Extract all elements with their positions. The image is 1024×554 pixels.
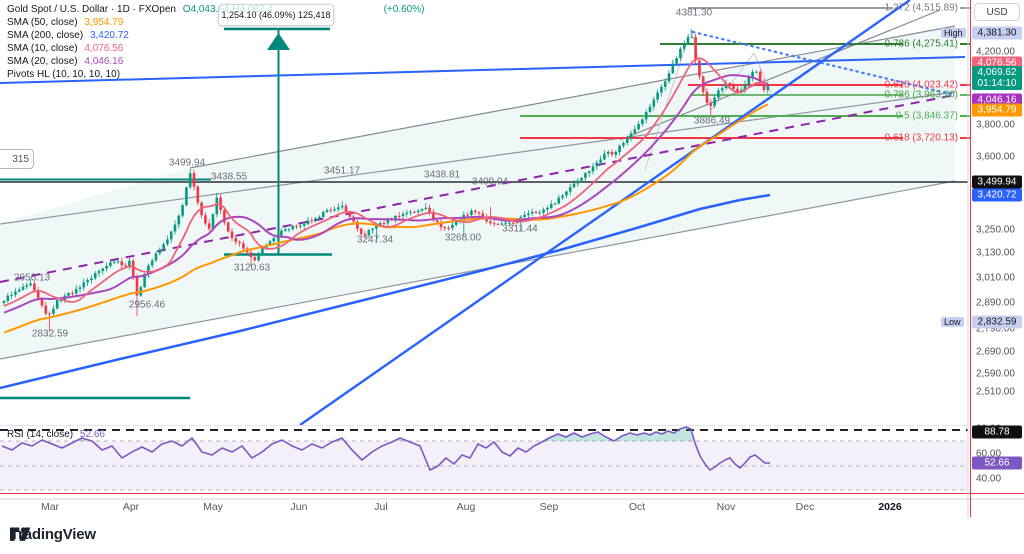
pivot-price-label: 3499.94 xyxy=(168,157,206,169)
time-axis-label-sep: Sep xyxy=(539,501,559,513)
axis-side-label: Low xyxy=(941,317,964,327)
price-axis-badge: 88.78 xyxy=(972,425,1022,439)
price-axis-tick: 2,590.00 xyxy=(976,368,1015,380)
pivot-price-label: 2956.46 xyxy=(128,299,166,311)
pivot-price-label: 3268.00 xyxy=(444,232,482,244)
sma10-value: 4,076.56 xyxy=(84,43,124,54)
time-axis-label-oct: Oct xyxy=(628,501,646,513)
pivot-price-label: 4381.30 xyxy=(675,7,713,19)
price-axis-badge: 3,954.79 xyxy=(972,103,1022,117)
time-axis-label-apr: Apr xyxy=(122,501,140,513)
sma200-value: 3,420.72 xyxy=(89,30,129,41)
sma200-label: SMA (200, close) xyxy=(7,30,84,41)
sma20-value: 4,046.16 xyxy=(84,56,124,67)
time-axis-label-may: May xyxy=(203,501,223,513)
price-axis-tick: 3,010.00 xyxy=(976,272,1015,284)
rsi-axis-tick: 60.00 xyxy=(976,448,1002,460)
measure-text: 1,254.10 (46.09%) 125,418 xyxy=(221,10,331,20)
legend-sma50-row[interactable]: SMA (50, close) 3,954.79 xyxy=(7,16,424,29)
left-edge-price-text: 315 xyxy=(12,153,29,165)
price-axis-badge: 4,381.30 xyxy=(972,26,1022,40)
fib-level-label: 0.618 (3,720.13) xyxy=(884,132,958,144)
time-axis-label-dec: Dec xyxy=(795,501,815,513)
fib-level-label: 0.786 (4,275.41) xyxy=(884,38,958,50)
price-axis-badge: 4,069.62 01:14:10 xyxy=(972,66,1022,90)
rsi-value: 52.66 xyxy=(79,429,105,440)
price-axis-badge: 52.66 xyxy=(972,456,1022,470)
rsi-axis-tick: 40.00 xyxy=(976,473,1002,485)
legend-sma20-row[interactable]: SMA (20, close) 4,046.16 xyxy=(7,55,424,68)
fib-level-label: 0.786 (3,963.20) xyxy=(884,89,958,101)
price-axis-tick: 4,200.00 xyxy=(976,46,1015,58)
pivot-price-label: 3247.34 xyxy=(356,234,394,246)
fib-level-label: 1.272 (4,515.89) xyxy=(884,2,958,14)
time-axis-label-mar: Mar xyxy=(40,501,60,513)
price-axis-tick: 3,130.00 xyxy=(976,247,1015,259)
currency-selector[interactable]: USD xyxy=(974,3,1020,21)
price-axis-badge: 3,420.72 xyxy=(972,188,1022,202)
tradingview-logo[interactable]: TradingView xyxy=(10,526,96,543)
pivot-price-label: 3311.44 xyxy=(502,223,538,235)
sma10-label: SMA (10, close) xyxy=(7,43,78,54)
price-axis-tick: 2,890.00 xyxy=(976,297,1015,309)
time-axis-label-jul: Jul xyxy=(374,501,388,513)
time-axis-label-aug: Aug xyxy=(456,501,476,513)
rsi-legend-row[interactable]: RSI (14, close) 52.66 xyxy=(7,429,105,440)
axis-side-label: High xyxy=(941,28,966,38)
pivot-price-label: 3438.55 xyxy=(210,171,248,183)
legend-pivots-row[interactable]: Pivots HL (10, 10, 10, 10) xyxy=(7,68,424,81)
price-axis-tick: 3,250.00 xyxy=(976,224,1015,236)
pivot-price-label: 3120.63 xyxy=(233,262,271,274)
tradingview-logo-icon xyxy=(10,527,31,541)
time-axis-label-nov: Nov xyxy=(716,501,736,513)
price-axis-tick: 2,510.00 xyxy=(976,386,1015,398)
price-axis-tick: 2,790.00 xyxy=(976,323,1015,335)
rsi-label: RSI (14, close) xyxy=(7,429,74,440)
price-axis-tick: 3,800.00 xyxy=(976,119,1015,131)
price-axis-badge: 4,046.16 xyxy=(972,93,1022,107)
chart-legend: Gold Spot / U.S. Dollar · 1D · FXOpen O4… xyxy=(7,3,424,81)
price-range-measure-label[interactable]: 1,254.10 (46.09%) 125,418 xyxy=(218,4,334,26)
pivot-price-label: 2956.13 xyxy=(13,272,51,284)
legend-sma10-row[interactable]: SMA (10, close) 4,076.56 xyxy=(7,42,424,55)
fib-level-label: 0.618 (4,023.42) xyxy=(884,79,958,91)
legend-symbol-row[interactable]: Gold Spot / U.S. Dollar · 1D · FXOpen O4… xyxy=(7,3,424,16)
tradingview-logo-text: TradingView xyxy=(10,526,96,543)
symbol-title: Gold Spot / U.S. Dollar · 1D · FXOpen xyxy=(7,4,176,15)
sma50-value: 3,954.79 xyxy=(84,17,124,28)
sma20-label: SMA (20, close) xyxy=(7,56,78,67)
pivot-price-label: 3438.81 xyxy=(423,169,461,181)
price-axis-tick: 2,690.00 xyxy=(976,346,1015,358)
change-percent: (+0.60%) xyxy=(383,4,425,15)
currency-label: USD xyxy=(986,6,1008,18)
price-axis-badge: 3,499.94 xyxy=(972,175,1022,189)
fib-level-label: 0.5 (3,846.37) xyxy=(895,110,958,122)
time-axis-label-jun: Jun xyxy=(290,501,308,513)
time-axis-label-2026: 2026 xyxy=(878,501,902,513)
legend-sma200-row[interactable]: SMA (200, close) 3,420.72 xyxy=(7,29,424,42)
pivot-price-label: 3451.17 xyxy=(323,165,361,177)
pivot-price-label: 2832.59 xyxy=(31,328,69,340)
pivot-price-label: 3886.49 xyxy=(693,115,731,127)
pivot-price-label: 3409.04 xyxy=(471,176,509,188)
sma50-label: SMA (50, close) xyxy=(7,17,78,28)
pivots-label: Pivots HL (10, 10, 10, 10) xyxy=(7,69,121,80)
price-axis-tick: 3,600.00 xyxy=(976,151,1015,163)
price-axis-badge: 2,832.59 xyxy=(972,315,1022,329)
left-edge-price-box: 315 xyxy=(0,149,34,169)
